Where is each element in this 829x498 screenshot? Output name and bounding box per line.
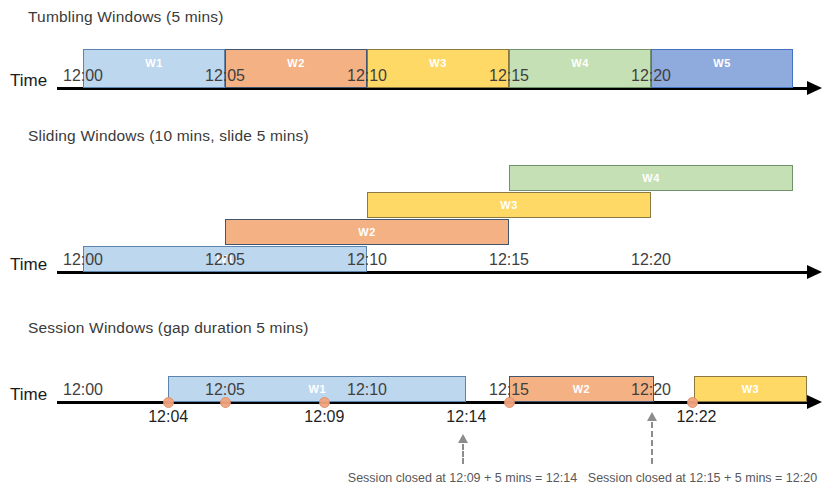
event-time-label: 12:04 xyxy=(148,408,188,426)
window-label: W2 xyxy=(573,383,591,395)
session-tick-label: 12:05 xyxy=(205,381,245,399)
session-tick-label: 12:20 xyxy=(631,381,671,399)
window-label: W4 xyxy=(571,57,589,69)
session-title: Session Windows (gap duration 5 mins) xyxy=(28,319,309,337)
event-dot xyxy=(504,397,515,408)
session-window-w1: W1 xyxy=(168,376,466,402)
event-time-label: 12:09 xyxy=(304,408,344,426)
tumbling-timeline-axis xyxy=(57,87,809,90)
sliding-tick-label: 12:15 xyxy=(489,251,529,269)
sliding-window-w3: W3 xyxy=(367,192,651,218)
sliding-tick-label: 12:20 xyxy=(631,251,671,269)
session-timeline-axis xyxy=(57,401,809,404)
window-label: W1 xyxy=(145,57,163,69)
window-label: W1 xyxy=(309,383,327,395)
session-window-w2: W2 xyxy=(509,376,654,402)
tumbling-window-w4: W4 xyxy=(509,49,651,88)
section-tumbling: Tumbling Windows (5 mins) Time W1 W2 W3 W4 W… xyxy=(0,0,829,498)
sliding-title: Sliding Windows (10 mins, slide 5 mins) xyxy=(28,127,309,145)
session-tick-label: 12:15 xyxy=(489,381,529,399)
tumbling-window-w3: W3 xyxy=(367,49,509,88)
sliding-tick-label: 12:10 xyxy=(347,251,387,269)
window-label: W1 xyxy=(216,253,234,265)
sliding-window-w2: W2 xyxy=(225,219,509,245)
tumbling-tick-label: 12:00 xyxy=(63,67,103,85)
window-label: W3 xyxy=(429,57,447,69)
section-session: Session Windows (gap duration 5 mins) Ti… xyxy=(0,0,829,498)
tumbling-window-w5: W5 xyxy=(651,49,793,88)
tumbling-tick-label: 12:10 xyxy=(347,67,387,85)
sliding-time-axis-label: Time xyxy=(10,255,47,275)
tumbling-window-w1: W1 xyxy=(83,49,225,88)
tumbling-tick-label: 12:20 xyxy=(631,67,671,85)
session-close-annotation-1: Session closed at 12:09 + 5 mins = 12:14 xyxy=(345,471,580,485)
session-tick-label: 12:10 xyxy=(347,381,387,399)
event-time-label: 12:22 xyxy=(676,408,716,426)
callout-up-arrow-icon xyxy=(458,434,468,443)
session-window-w3: W3 xyxy=(694,376,808,402)
session-tick-label: 12:00 xyxy=(63,381,103,399)
sliding-tick-label: 12:00 xyxy=(63,251,103,269)
sliding-window-w1: W1 xyxy=(83,246,367,272)
session-time-axis-label: Time xyxy=(10,385,47,405)
callout-dashed-line xyxy=(462,444,464,464)
section-sliding: Sliding Windows (10 mins, slide 5 mins) … xyxy=(0,0,829,498)
tumbling-time-axis-label: Time xyxy=(10,71,47,91)
callout-dashed-line xyxy=(651,422,653,464)
sliding-timeline-axis xyxy=(57,271,809,274)
window-label: W3 xyxy=(742,383,760,395)
window-label: W3 xyxy=(500,199,518,211)
sliding-timeline-arrowhead-icon xyxy=(807,265,822,279)
sliding-tick-label: 12:05 xyxy=(205,251,245,269)
event-dot xyxy=(687,397,698,408)
window-label: W5 xyxy=(713,57,731,69)
callout-up-arrow-icon xyxy=(647,412,657,421)
window-label: W4 xyxy=(642,172,660,184)
tumbling-tick-label: 12:15 xyxy=(489,67,529,85)
sliding-window-w4: W4 xyxy=(509,165,793,191)
event-dot xyxy=(163,397,174,408)
event-dot xyxy=(319,397,330,408)
window-label: W2 xyxy=(287,57,305,69)
tumbling-tick-label: 12:05 xyxy=(205,67,245,85)
window-label: W2 xyxy=(358,226,376,238)
tumbling-title: Tumbling Windows (5 mins) xyxy=(28,8,224,26)
tumbling-timeline-arrowhead-icon xyxy=(807,81,822,95)
session-close-annotation-2: Session closed at 12:15 + 5 mins = 12:20 xyxy=(585,471,820,485)
event-time-label: 12:14 xyxy=(446,408,486,426)
session-timeline-arrowhead-icon xyxy=(807,395,822,409)
stream-windowing-diagram: Tumbling Windows (5 mins) Time W1 W2 W3 W4 W… xyxy=(0,0,829,498)
tumbling-window-w2: W2 xyxy=(225,49,367,88)
event-dot xyxy=(220,397,231,408)
